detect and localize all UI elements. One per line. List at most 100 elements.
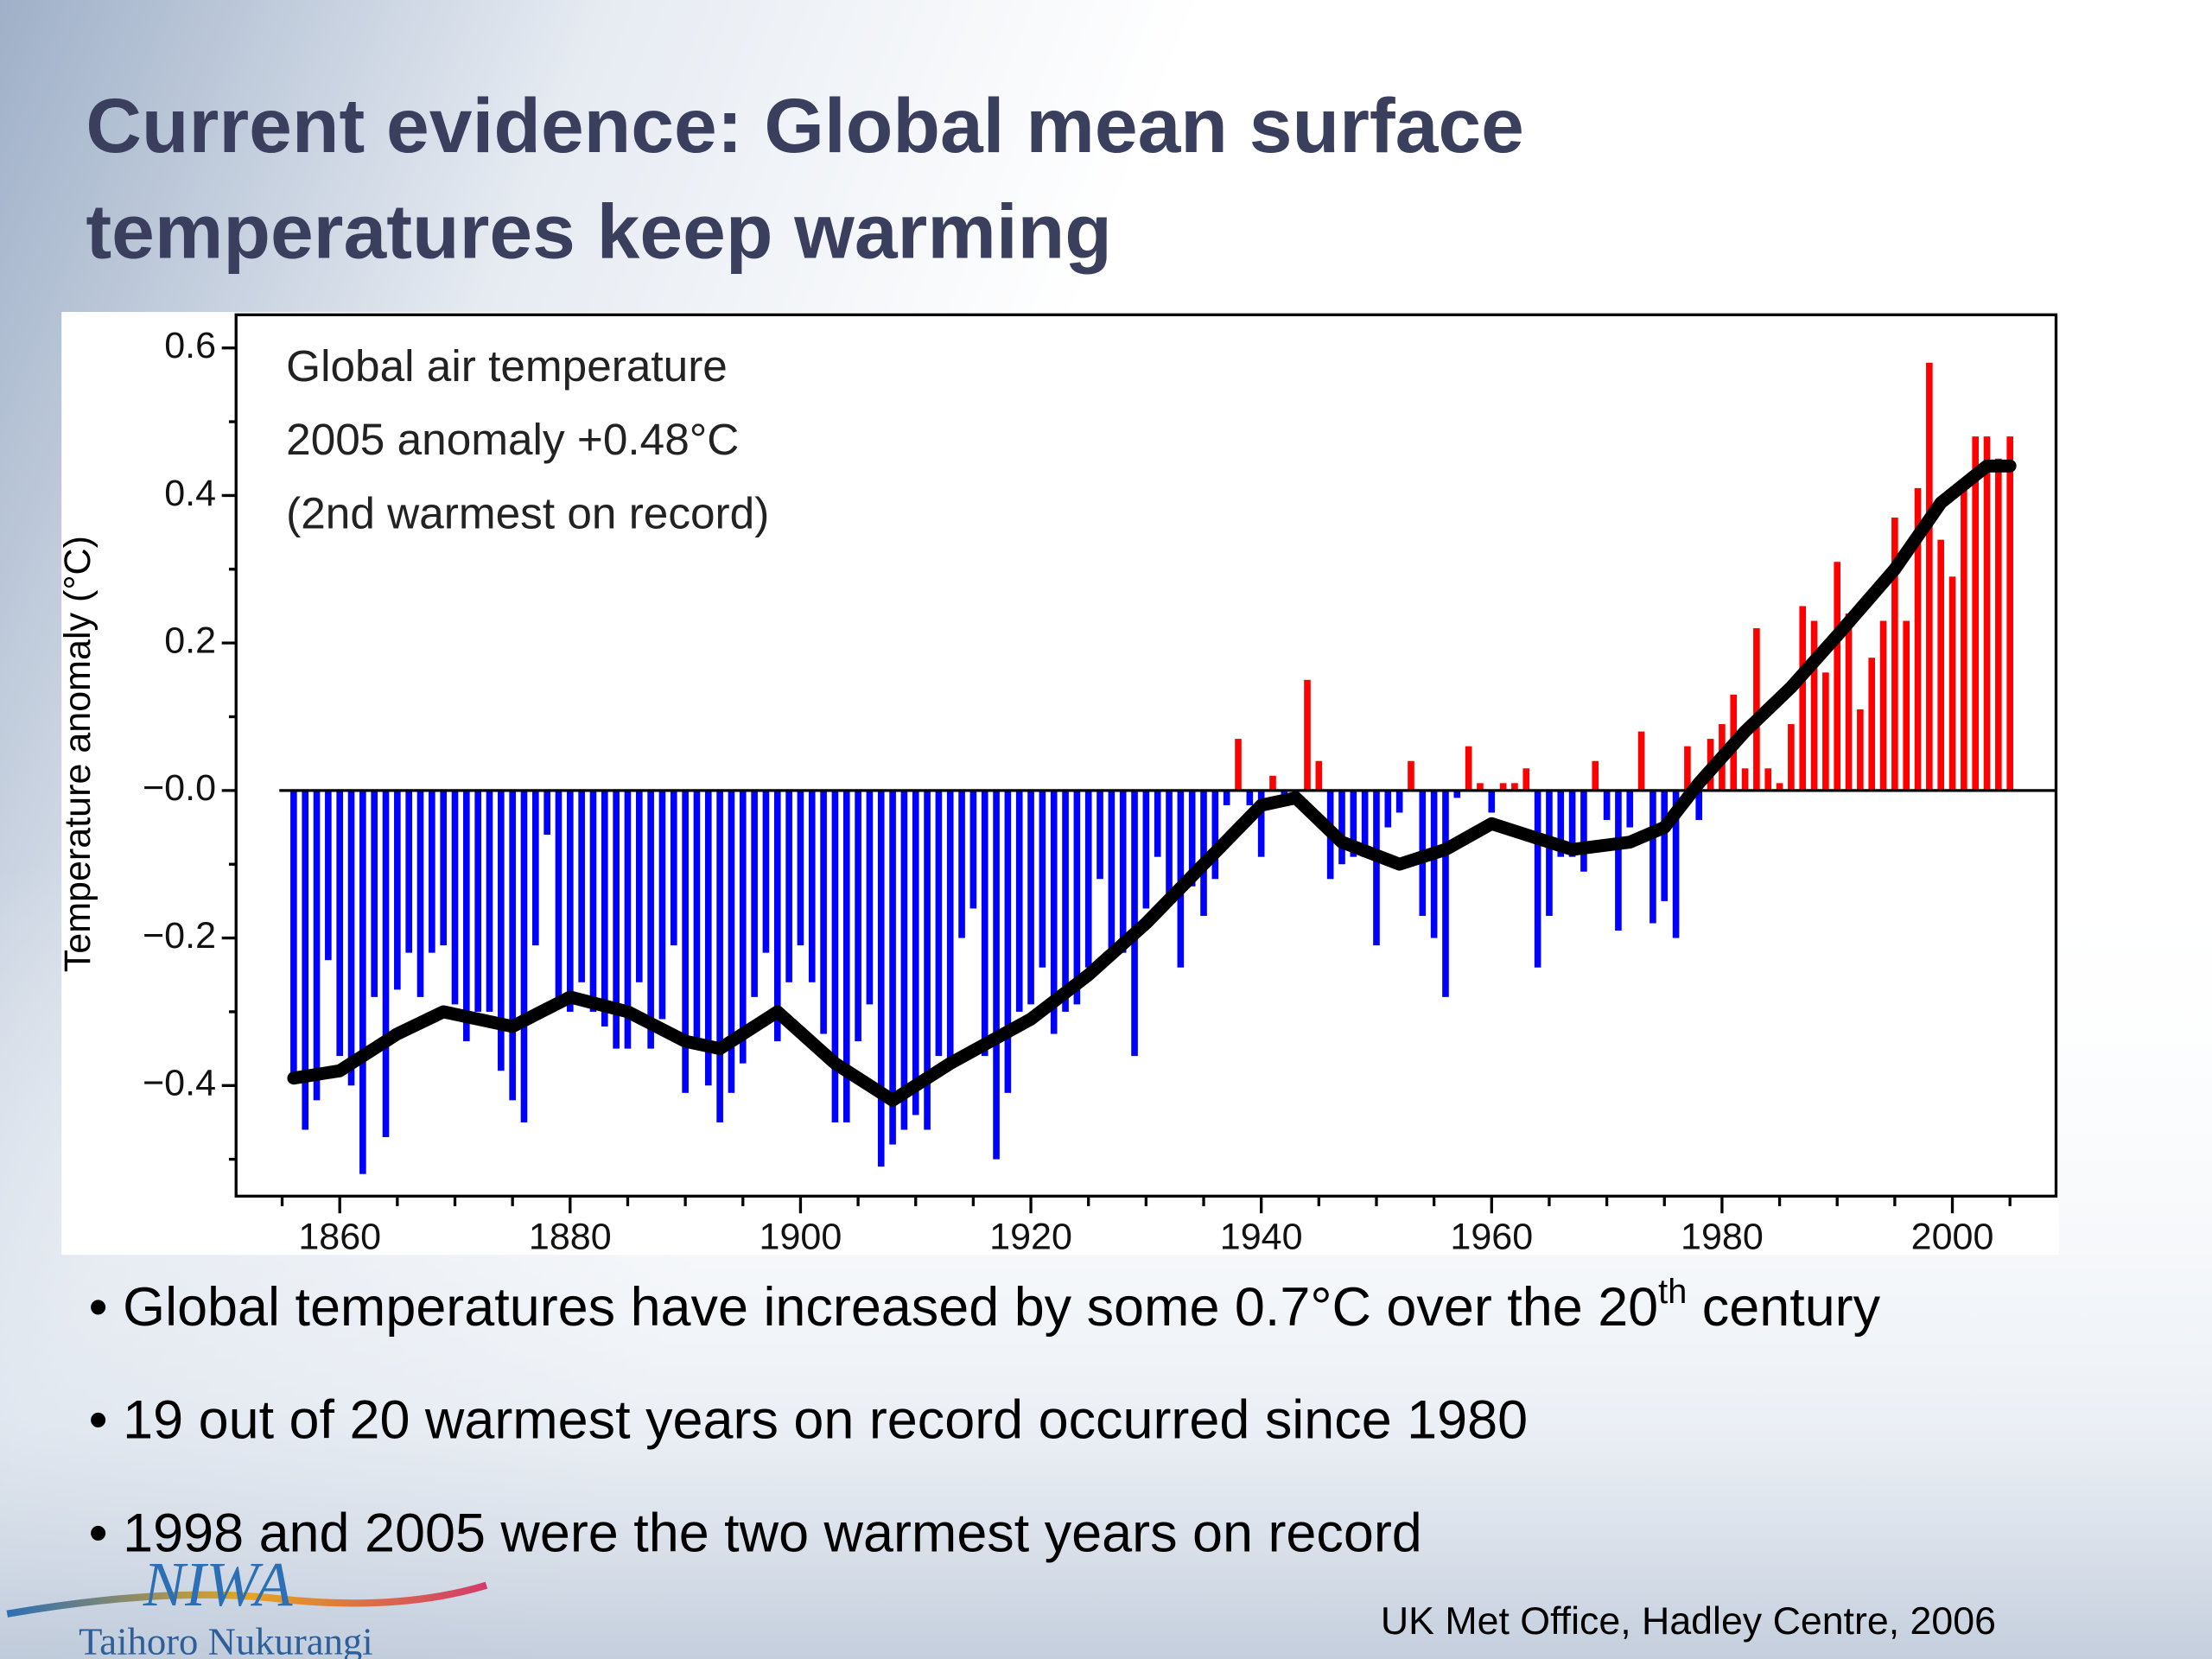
bar — [1615, 790, 1622, 931]
bar — [1235, 739, 1242, 791]
logo-swoosh — [6, 1581, 488, 1618]
y-tick-label: −0.0 — [143, 767, 216, 809]
bar — [866, 790, 874, 1005]
bar — [1580, 790, 1587, 872]
bar — [1961, 480, 1967, 791]
bar — [1188, 790, 1196, 887]
bar — [751, 790, 758, 997]
bar — [1338, 790, 1345, 865]
bar — [589, 790, 597, 1012]
bar — [728, 790, 735, 1093]
bar — [946, 790, 954, 1064]
slide-title-line: Current evidence: Global mean surface — [86, 82, 1524, 168]
bar — [785, 790, 792, 982]
bar — [1857, 709, 1864, 791]
bar — [1395, 790, 1403, 813]
bar — [1637, 731, 1645, 791]
x-tick-label: 1860 — [298, 1216, 381, 1257]
bar — [1477, 783, 1484, 791]
bar — [1557, 790, 1565, 857]
bar — [2006, 436, 2013, 791]
chart-panel — [61, 311, 2059, 1255]
bar — [1211, 790, 1219, 880]
bar — [1776, 783, 1783, 791]
bar — [1465, 746, 1472, 791]
logo-name: NIWA — [143, 1549, 293, 1619]
bar — [1499, 783, 1507, 791]
y-tick-label: 0.6 — [164, 325, 216, 366]
bullet: • 19 out of 20 warmest years on record o… — [89, 1389, 1528, 1450]
bullet: • Global temperatures have increased by … — [89, 1272, 1881, 1337]
bar — [981, 790, 988, 1057]
bar — [1257, 790, 1265, 857]
bar — [1626, 790, 1634, 828]
bullet-text: century — [1687, 1276, 1880, 1337]
bar — [1442, 790, 1449, 997]
bar — [394, 790, 401, 990]
bar — [451, 790, 459, 1005]
bar — [1695, 790, 1703, 820]
bar — [1430, 790, 1438, 938]
bar — [1972, 436, 1980, 791]
annotation: 2005 anomaly +0.48°C — [286, 415, 739, 464]
bar — [1534, 790, 1541, 968]
bar — [958, 790, 965, 938]
bar — [1810, 620, 1818, 791]
bar — [1926, 362, 1933, 791]
bar — [773, 790, 781, 1042]
smoothed-line — [287, 459, 2017, 1107]
bullet-text: • 19 out of 20 warmest years on record o… — [89, 1389, 1528, 1450]
bar — [762, 790, 770, 953]
bar — [1084, 790, 1092, 968]
bar — [670, 790, 677, 946]
y-tick-label: 0.2 — [164, 620, 216, 662]
bar — [1488, 790, 1496, 813]
bar — [889, 790, 896, 1145]
bar — [831, 790, 839, 1122]
bar — [935, 790, 943, 1057]
bar — [613, 790, 620, 1049]
bar — [900, 790, 908, 1130]
logo-tagline: Taihoro Nukurangi — [79, 1620, 373, 1659]
y-tick-label: 0.4 — [164, 473, 216, 514]
bullet-text: • Global temperatures have increased by … — [89, 1276, 1659, 1337]
bar — [1108, 790, 1116, 953]
bar — [1119, 790, 1127, 953]
bar — [1269, 775, 1276, 791]
bar — [1546, 790, 1553, 916]
bar — [993, 790, 1000, 1160]
bar — [1015, 790, 1023, 1012]
bar — [416, 790, 424, 997]
x-tick-label: 1900 — [760, 1216, 842, 1257]
bar — [486, 790, 493, 1012]
bar — [1684, 746, 1691, 791]
bar — [1350, 790, 1357, 857]
bar — [1764, 768, 1772, 791]
bar — [739, 790, 747, 1064]
bar — [463, 790, 470, 1042]
bar — [1914, 487, 1922, 791]
bar — [532, 790, 539, 946]
bar — [509, 790, 516, 1101]
bar — [1592, 760, 1599, 791]
bar — [1062, 790, 1069, 1012]
bullet-text: • 1998 and 2005 were the two warmest yea… — [89, 1503, 1422, 1563]
x-tick-label: 1880 — [529, 1216, 612, 1257]
bar — [1373, 790, 1380, 946]
slide-title-line: temperatures keep warming — [86, 188, 1112, 275]
bar — [1361, 790, 1369, 857]
bar — [601, 790, 608, 1027]
bar — [647, 790, 654, 1049]
bar — [1799, 606, 1807, 791]
bar — [520, 790, 528, 1122]
bar — [1096, 790, 1103, 880]
bar — [567, 790, 574, 1012]
bar — [1649, 790, 1656, 924]
bar — [1603, 790, 1611, 820]
bar — [1661, 790, 1669, 901]
bar — [555, 790, 563, 1005]
bar — [1983, 436, 1991, 791]
bar — [1788, 724, 1795, 791]
bar — [1568, 790, 1576, 857]
